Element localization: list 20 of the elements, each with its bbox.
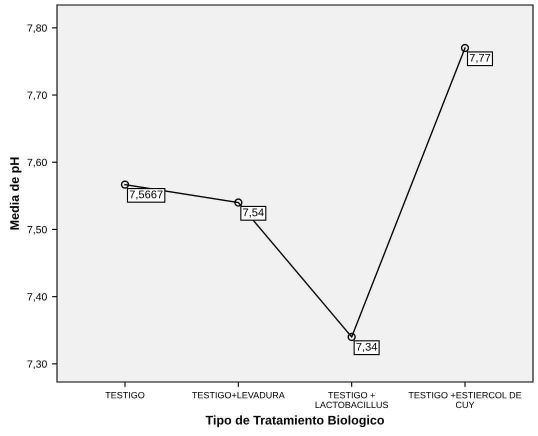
data-label: 7,5667	[130, 190, 163, 200]
x-axis-title: Tipo de Tratamiento Biologico	[206, 415, 384, 428]
x-tick-label: TESTIGO + LACTOBACILLUS	[316, 392, 388, 408]
data-label: 7,77	[470, 54, 490, 64]
point	[460, 44, 470, 52]
y-tick-label: 7,80	[28, 24, 47, 33]
y-tick-label: 7,70	[28, 92, 47, 100]
y-tick-label: 7,40	[28, 293, 47, 302]
point	[120, 180, 130, 189]
y-tick-label: 7,50	[28, 226, 47, 235]
y-tick-label: 7,30	[28, 360, 47, 369]
y-axis-title: Media de pH	[10, 158, 22, 230]
point	[234, 198, 242, 207]
data-label: 7,54	[243, 208, 264, 218]
x-tick-label: TESTIGO	[105, 392, 144, 398]
y-tick-label: 7,60	[28, 158, 47, 168]
x-tick-label: TESTIGO +ESTIERCOL DE CUY	[408, 392, 522, 408]
point	[348, 332, 356, 342]
data-label: 7,34	[356, 342, 378, 352]
x-tick-label: TESTIGO+LEVADURA	[192, 392, 285, 398]
